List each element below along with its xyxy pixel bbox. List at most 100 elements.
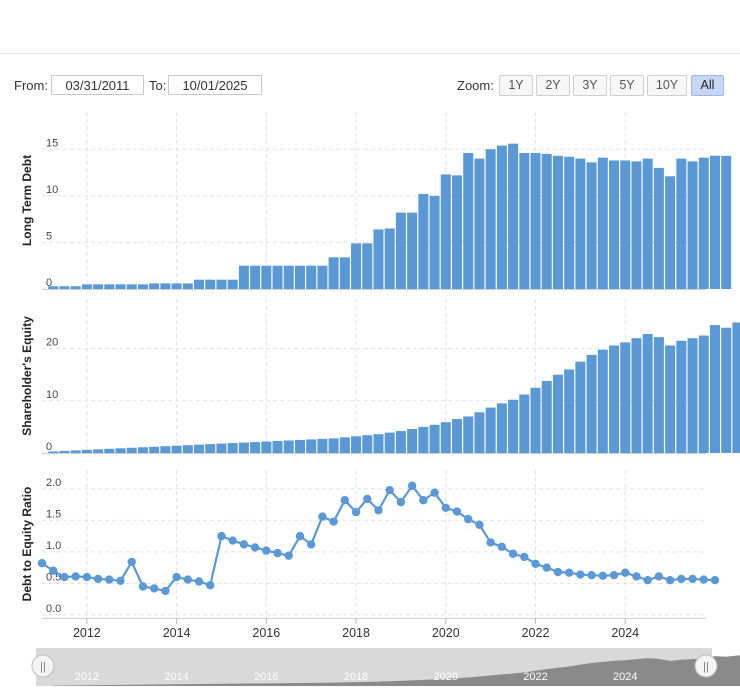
bar[interactable] xyxy=(642,158,653,289)
bar[interactable] xyxy=(272,440,283,453)
bar[interactable] xyxy=(294,265,305,289)
bar[interactable] xyxy=(530,387,541,453)
bar[interactable] xyxy=(721,327,732,453)
bar[interactable] xyxy=(485,407,496,453)
data-point[interactable] xyxy=(329,517,338,526)
bar[interactable] xyxy=(575,158,586,289)
data-point[interactable] xyxy=(643,576,652,585)
bar[interactable] xyxy=(384,432,395,453)
bar[interactable] xyxy=(362,243,373,289)
bar[interactable] xyxy=(552,374,563,453)
data-point[interactable] xyxy=(71,572,80,581)
data-point[interactable] xyxy=(553,567,563,577)
bar[interactable] xyxy=(597,157,608,289)
bar[interactable] xyxy=(250,265,261,289)
data-point[interactable] xyxy=(351,508,361,517)
bar[interactable] xyxy=(474,412,485,453)
bar[interactable] xyxy=(115,448,126,453)
bar[interactable] xyxy=(429,195,440,289)
bar[interactable] xyxy=(642,333,653,453)
bar[interactable] xyxy=(317,265,328,289)
data-point[interactable] xyxy=(273,548,282,558)
bar[interactable] xyxy=(339,437,350,453)
data-point[interactable] xyxy=(60,572,69,582)
zoom-5y-button[interactable]: 5Y xyxy=(610,75,644,96)
navigator[interactable]: 2012 2014 2016 2018 2020 2022 2024 || || xyxy=(31,648,740,686)
bar[interactable] xyxy=(272,265,283,289)
zoom-all-button[interactable]: All xyxy=(691,75,724,96)
bar[interactable] xyxy=(205,444,216,453)
data-point[interactable] xyxy=(306,540,316,549)
bar[interactable] xyxy=(653,337,664,453)
bar[interactable] xyxy=(328,257,339,289)
bar[interactable] xyxy=(283,440,294,453)
data-point[interactable] xyxy=(385,485,394,495)
bar[interactable] xyxy=(182,445,193,453)
bar[interactable] xyxy=(160,446,171,453)
bar[interactable] xyxy=(440,422,451,453)
bar[interactable] xyxy=(339,257,350,289)
bar[interactable] xyxy=(687,161,698,289)
bar[interactable] xyxy=(496,145,507,289)
data-point[interactable] xyxy=(37,559,47,568)
bar[interactable] xyxy=(317,438,328,453)
data-point[interactable] xyxy=(576,570,585,579)
bar[interactable] xyxy=(597,349,608,453)
data-point[interactable] xyxy=(587,570,596,580)
data-point[interactable] xyxy=(598,571,608,580)
data-point[interactable] xyxy=(497,542,507,552)
bar[interactable] xyxy=(137,447,148,453)
bar[interactable] xyxy=(620,342,631,453)
bar[interactable] xyxy=(451,419,463,453)
bar[interactable] xyxy=(586,162,597,289)
bar[interactable] xyxy=(126,284,137,289)
data-point[interactable] xyxy=(250,543,260,552)
bar[interactable] xyxy=(676,158,687,289)
data-point[interactable] xyxy=(407,481,417,490)
bar[interactable] xyxy=(171,445,182,453)
data-point[interactable] xyxy=(318,512,327,521)
data-point[interactable] xyxy=(239,540,249,549)
data-point[interactable] xyxy=(564,568,574,577)
bar[interactable] xyxy=(48,451,59,453)
bar[interactable] xyxy=(463,152,474,289)
bar[interactable] xyxy=(496,403,507,453)
bar[interactable] xyxy=(609,345,620,453)
bar[interactable] xyxy=(564,156,575,289)
bar[interactable] xyxy=(227,443,238,453)
bar[interactable] xyxy=(586,354,597,453)
bar[interactable] xyxy=(261,441,272,453)
bar[interactable] xyxy=(451,175,463,289)
bar[interactable] xyxy=(160,283,171,289)
bar[interactable] xyxy=(508,399,519,453)
bar[interactable] xyxy=(631,161,642,289)
data-point[interactable] xyxy=(374,506,383,515)
bar[interactable] xyxy=(530,152,541,289)
zoom-2y-button[interactable]: 2Y xyxy=(536,75,570,96)
bar[interactable] xyxy=(395,212,406,289)
bar[interactable] xyxy=(194,279,205,289)
data-point[interactable] xyxy=(149,584,159,593)
data-point[interactable] xyxy=(688,574,697,584)
from-date-input[interactable]: 03/31/2011 xyxy=(51,75,144,95)
bar[interactable] xyxy=(463,416,474,453)
bar[interactable] xyxy=(70,286,81,289)
zoom-3y-button[interactable]: 3Y xyxy=(573,75,607,96)
bar[interactable] xyxy=(665,345,676,453)
bar[interactable] xyxy=(407,428,418,453)
data-point[interactable] xyxy=(531,559,540,569)
bar[interactable] xyxy=(631,338,642,453)
bar[interactable] xyxy=(137,284,148,289)
data-point[interactable] xyxy=(262,546,271,555)
data-point[interactable] xyxy=(340,496,350,505)
data-point[interactable] xyxy=(217,531,226,541)
bar[interactable] xyxy=(687,338,698,453)
bar[interactable] xyxy=(59,286,70,289)
bar[interactable] xyxy=(104,284,115,289)
to-date-input[interactable]: 10/01/2025 xyxy=(168,75,262,95)
data-point[interactable] xyxy=(49,566,58,575)
bar[interactable] xyxy=(250,442,261,453)
bar[interactable] xyxy=(474,158,485,289)
bar[interactable] xyxy=(665,176,676,289)
data-point[interactable] xyxy=(161,586,170,596)
